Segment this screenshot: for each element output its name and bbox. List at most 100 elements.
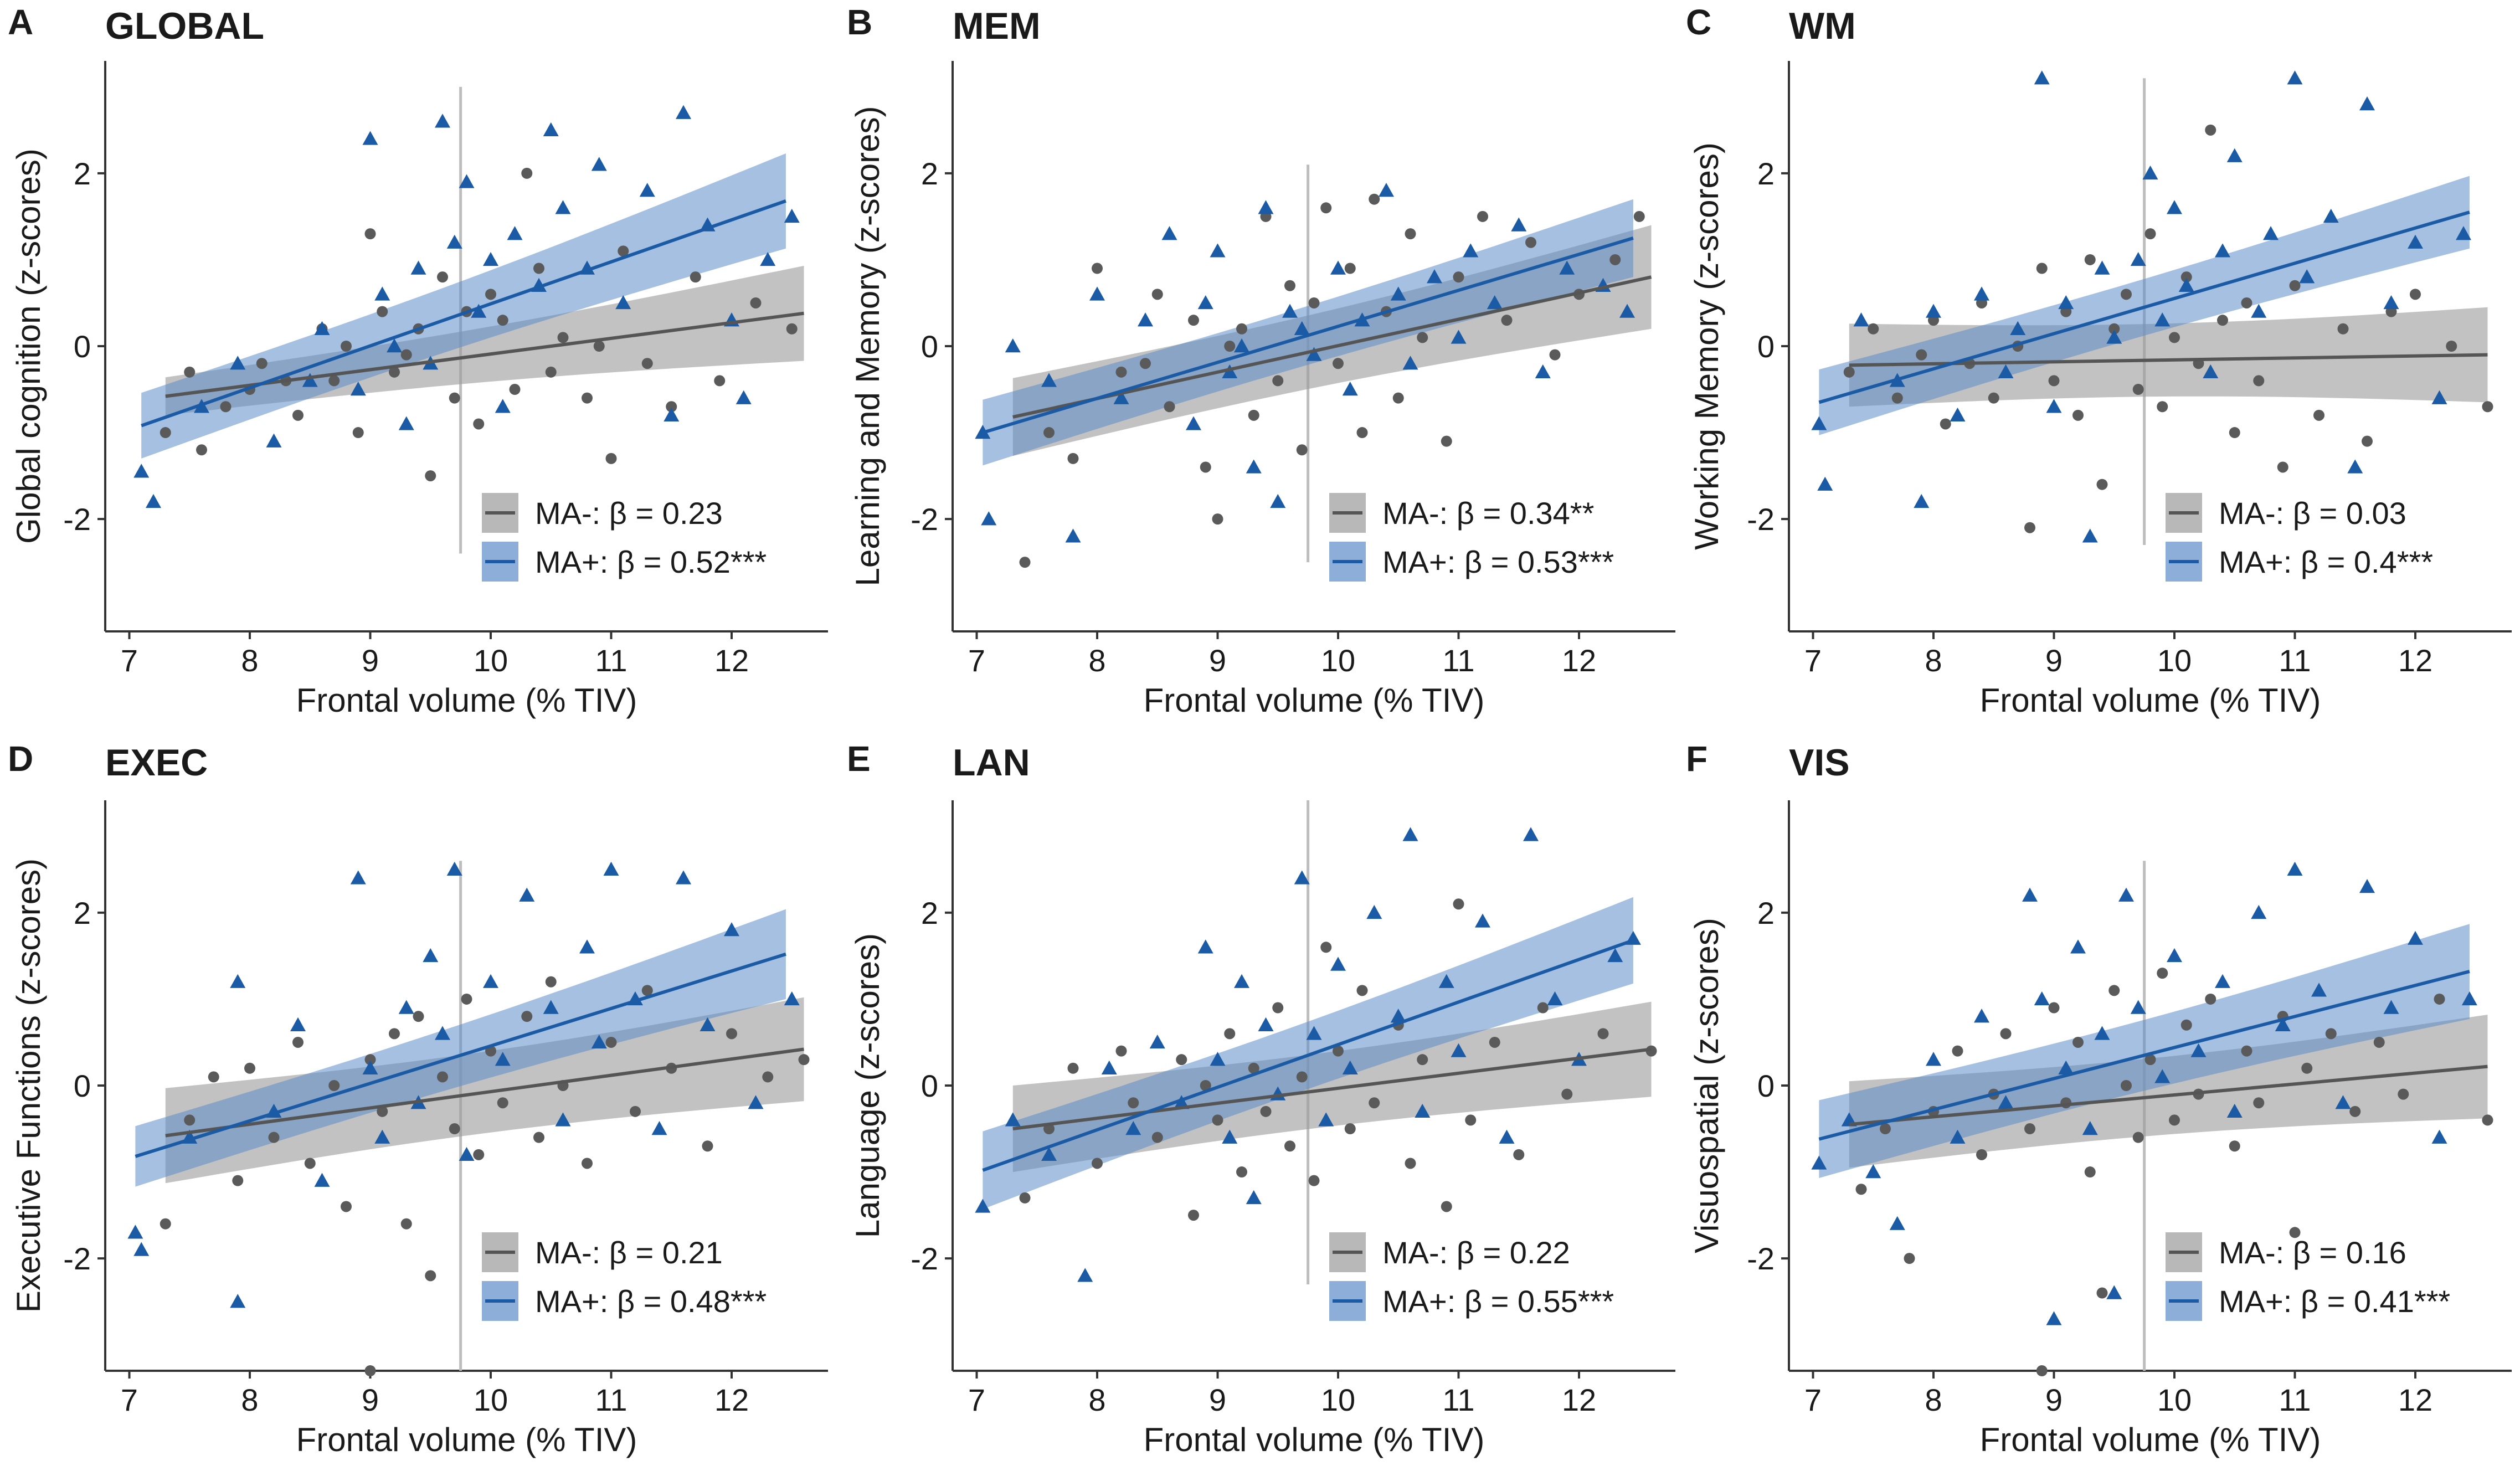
- ma-plus-point: [1950, 1129, 1966, 1144]
- x-tick-label: 10: [2157, 643, 2192, 678]
- ma-minus-point: [2072, 409, 2084, 421]
- ma-minus-point: [341, 341, 352, 352]
- ma-minus-point: [232, 1175, 244, 1186]
- ma-plus-point: [2082, 1121, 2098, 1135]
- ma-plus-fit-line: [1818, 210, 2470, 404]
- ma-plus-point: [1853, 312, 1869, 327]
- ma-plus-point: [133, 464, 150, 478]
- ma-minus-point: [1952, 1045, 1963, 1057]
- panel-title: EXEC: [105, 742, 208, 784]
- ma-plus-point: [2299, 269, 2315, 284]
- y-tick-label: 0: [921, 1068, 938, 1103]
- ma-plus-point: [519, 887, 535, 902]
- ma-minus-point: [1284, 280, 1295, 291]
- ma-minus-point: [2132, 1132, 2144, 1143]
- ma-plus-point: [700, 1017, 716, 1031]
- ma-plus-point: [2335, 1095, 2351, 1109]
- ma-minus-point: [461, 993, 472, 1005]
- ma-plus-point: [1210, 243, 1226, 258]
- ma-minus-point: [521, 1011, 533, 1022]
- ma-minus-fit-line: [165, 311, 804, 398]
- ma-plus-point: [1499, 1129, 1515, 1144]
- x-tick-label: 10: [1321, 1382, 1355, 1417]
- ma-minus-point: [2048, 1002, 2060, 1014]
- ma-minus-point: [1501, 315, 1513, 326]
- x-tick-label: 12: [714, 1382, 749, 1417]
- ma-minus-point: [1489, 1036, 1500, 1048]
- ma-minus-fit-line: [1849, 1064, 2488, 1127]
- ma-minus-point: [2169, 1114, 2180, 1126]
- x-tick-label: 11: [1442, 643, 1474, 678]
- ma-plus-point: [1234, 338, 1249, 353]
- ma-minus-point: [497, 1097, 508, 1109]
- ma-plus-point: [2106, 1285, 2122, 1299]
- ma-plus-point: [410, 260, 426, 275]
- ma-plus-point: [1607, 948, 1623, 963]
- ma-minus-point: [582, 392, 593, 404]
- ma-plus-point: [507, 226, 523, 240]
- panel-letter: D: [8, 739, 33, 779]
- ma-minus-point: [389, 1028, 400, 1040]
- x-tick-label: 12: [2398, 643, 2432, 678]
- ma-minus-point: [1128, 1097, 1139, 1109]
- ma-minus-point: [1212, 513, 1223, 525]
- ma-minus-point: [208, 1071, 219, 1083]
- ma-plus-point: [2347, 459, 2363, 474]
- ma-plus-point: [1077, 1268, 1093, 1282]
- ma-plus-point: [1415, 1103, 1431, 1118]
- ma-plus-point: [2383, 1000, 2399, 1014]
- ma-plus-point: [374, 1129, 390, 1144]
- ma-minus-point: [1019, 1192, 1031, 1204]
- ma-minus-point: [1369, 1097, 1380, 1109]
- ma-minus-point: [2373, 1036, 2385, 1048]
- panel-d: D EXEC 7 8 9 10 11 12 -2 0 2 Frontal volume (% TIV)…: [8, 739, 828, 1458]
- ma-plus-point: [459, 174, 475, 188]
- ma-minus-point: [1477, 210, 1488, 222]
- ma-plus-point: [1511, 217, 1527, 232]
- y-tick-label: 0: [74, 329, 91, 364]
- ma-minus-point: [786, 323, 798, 335]
- ma-plus-point: [1487, 295, 1503, 310]
- x-axis-label: Frontal volume (% TIV): [1980, 1421, 2321, 1458]
- ma-minus-point: [473, 1149, 485, 1160]
- ma-plus-point: [1210, 1052, 1226, 1066]
- ma-plus-point: [1475, 913, 1490, 928]
- ma-plus-point: [2106, 330, 2122, 344]
- ma-plus-point: [2130, 251, 2146, 266]
- ma-minus-fit-line: [1012, 1047, 1652, 1131]
- ma-plus-point: [1950, 407, 1966, 422]
- ma-plus-point: [1926, 1052, 1941, 1066]
- ma-minus-point: [605, 1036, 617, 1048]
- ma-minus-point: [1320, 202, 1332, 214]
- y-tick-label: 2: [74, 156, 91, 191]
- ma-minus-point: [1224, 1028, 1236, 1040]
- ma-plus-point: [2034, 70, 2050, 85]
- ma-minus-point: [437, 271, 448, 283]
- legend-label: MA-: β = 0.21: [535, 1235, 723, 1270]
- ma-minus-point: [2410, 289, 2421, 300]
- ma-minus-point: [160, 1218, 171, 1230]
- legend-label: MA+: β = 0.53***: [1382, 544, 1614, 579]
- ma-plus-point: [314, 321, 330, 335]
- ma-minus-point: [2180, 1019, 2192, 1031]
- ma-minus-point: [1537, 1002, 1549, 1014]
- ma-minus-point: [1200, 1080, 1211, 1091]
- x-tick-label: 11: [595, 643, 627, 678]
- ma-minus-point: [2241, 1045, 2252, 1057]
- panel-c: C WM 7 8 9 10 11 12 -2 0 2 Frontal volume (% TIV) Wo…: [1686, 2, 2512, 719]
- ma-minus-point: [2144, 1054, 2156, 1066]
- ma-minus-point: [1417, 1054, 1428, 1066]
- ma-plus-point: [2226, 148, 2243, 162]
- ma-minus-point: [2337, 323, 2349, 335]
- legend-label: MA+: β = 0.52***: [535, 544, 767, 579]
- ma-plus-point: [1294, 321, 1310, 335]
- legend-label: MA-: β = 0.03: [2219, 496, 2406, 531]
- ma-minus-point: [341, 1201, 352, 1212]
- x-tick-label: 12: [1562, 643, 1596, 678]
- ma-minus-point: [1164, 401, 1175, 413]
- ma-plus-point: [1926, 304, 1941, 318]
- ma-plus-point: [423, 948, 439, 963]
- ma-minus-point: [1115, 1045, 1127, 1057]
- ma-minus-point: [1417, 332, 1428, 343]
- x-tick-label: 7: [1804, 643, 1822, 678]
